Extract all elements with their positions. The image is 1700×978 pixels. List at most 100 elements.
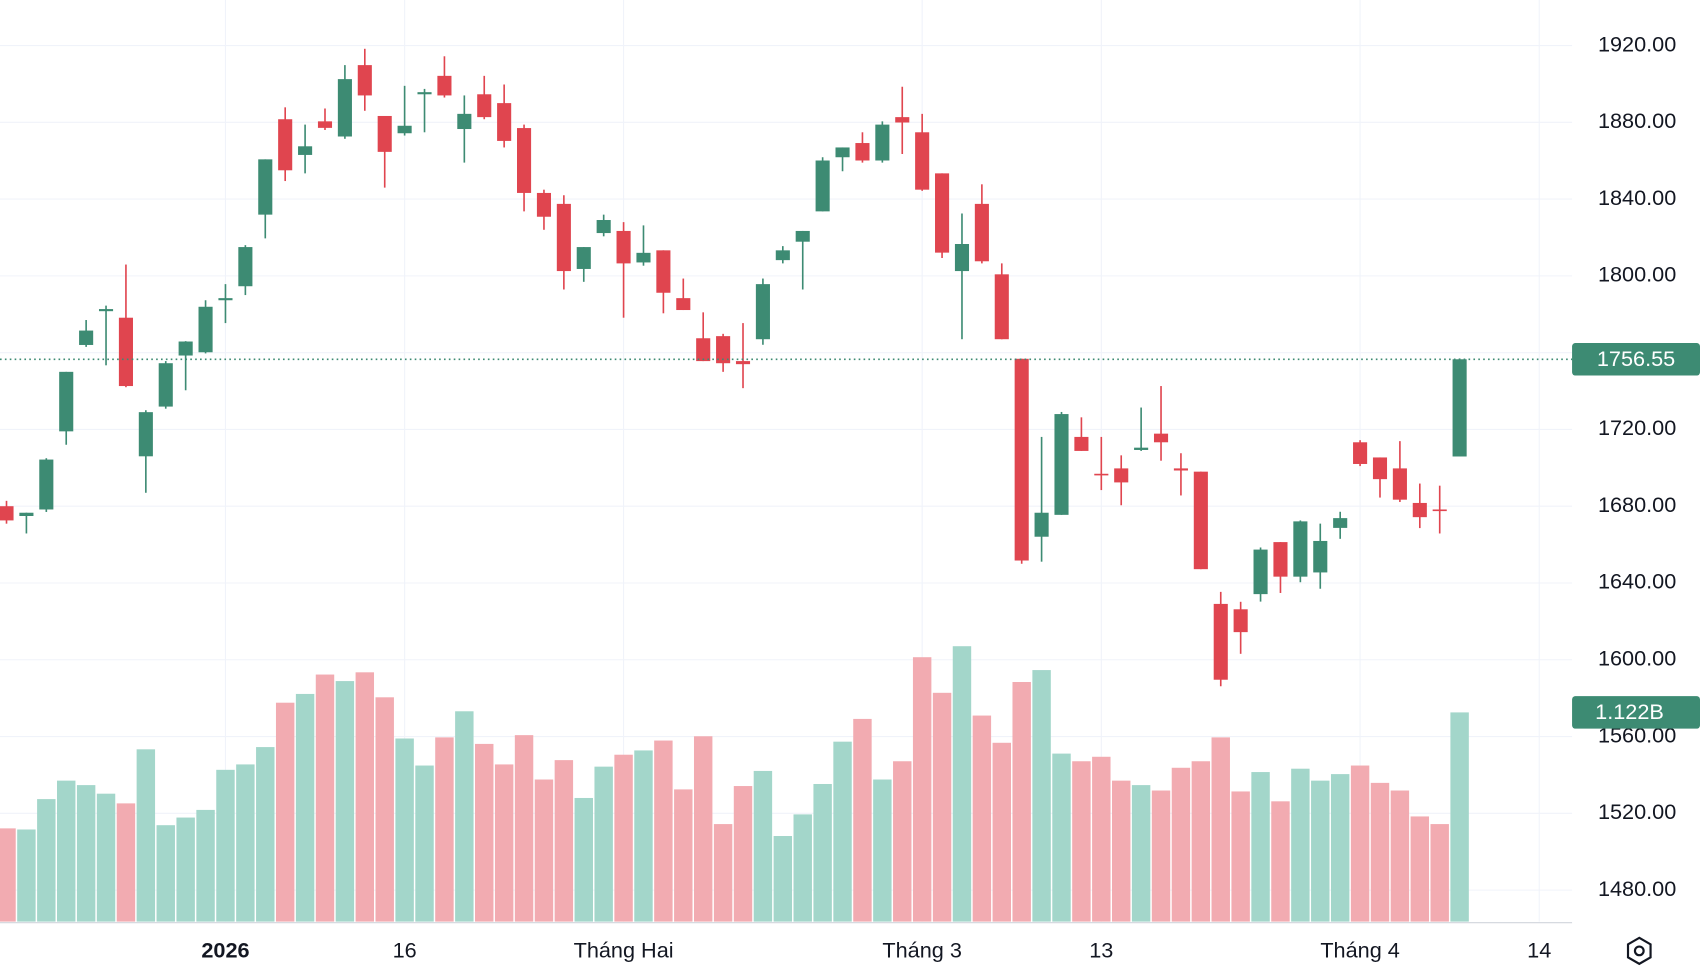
volume-bar [912, 657, 932, 922]
x-tick-label: Tháng 3 [882, 938, 962, 963]
candle-body [1253, 549, 1268, 595]
candle-body [178, 341, 193, 356]
candle-body [417, 92, 432, 95]
volume-bar [1251, 772, 1270, 922]
candle-body [875, 124, 890, 161]
volume-bar [753, 770, 773, 922]
candle-body [1452, 359, 1467, 457]
candle-body [1074, 436, 1089, 451]
volume-bar [1072, 761, 1091, 922]
volume-bar [693, 736, 713, 922]
volume-bar [1171, 767, 1191, 922]
volume-bar [37, 799, 56, 922]
volume-bar [57, 780, 76, 922]
candle-body [656, 250, 671, 293]
candle-body [855, 143, 870, 161]
x-tick-label: 2026 [201, 938, 249, 963]
volume-layer [0, 646, 1469, 922]
candle-body [974, 203, 989, 262]
volume-bar [1271, 801, 1290, 922]
candle-body [39, 459, 54, 510]
volume-bar [1410, 816, 1430, 922]
candle-body [935, 173, 950, 253]
volume-bar [494, 764, 514, 922]
volume-bar [1131, 785, 1151, 922]
candle-body [755, 284, 770, 340]
candle-body [278, 119, 293, 171]
volume-bar [713, 824, 733, 922]
candle-body [1313, 540, 1328, 573]
y-tick-label: 1920.00 [1598, 31, 1676, 56]
candle-body [258, 159, 273, 215]
candle-body [19, 512, 34, 516]
candle-body [1392, 468, 1407, 500]
candle-body [1193, 471, 1208, 570]
volume-bar [793, 814, 812, 922]
volume-bar [594, 766, 613, 922]
volume-bar [654, 740, 673, 922]
volume-bar [455, 711, 474, 922]
candle-body [1153, 433, 1169, 443]
y-tick-label: 1880.00 [1598, 108, 1676, 133]
volume-bar [1330, 774, 1350, 922]
volume-bar [196, 809, 215, 922]
volume-bar [435, 737, 454, 922]
candle-body [377, 115, 392, 152]
settings-icon[interactable] [1626, 936, 1652, 966]
candle-body [1173, 468, 1188, 471]
volume-bar [1151, 790, 1171, 922]
volume-bar [1311, 780, 1330, 922]
candle-body [915, 132, 930, 190]
volume-bar [1430, 824, 1449, 922]
candle-body [1293, 521, 1308, 577]
settings-dot [1633, 945, 1645, 957]
candle-body [536, 192, 552, 217]
candle-body [1054, 414, 1069, 515]
volume-bar [932, 692, 952, 922]
volume-bar [773, 836, 793, 922]
volume-bar [475, 743, 494, 922]
candle-body [954, 244, 970, 272]
candle-body [1114, 468, 1129, 483]
x-tick-label: Tháng 4 [1320, 938, 1400, 963]
volume-bar [833, 741, 852, 922]
candle-body [357, 65, 372, 96]
volume-bar [614, 754, 633, 922]
candle-body [1134, 447, 1149, 450]
candle-body [337, 79, 352, 137]
volume-bar [853, 718, 872, 922]
volume-bar [176, 817, 195, 922]
candle-body [397, 125, 412, 134]
x-tick-label: 16 [393, 938, 417, 963]
candle-body [79, 330, 94, 345]
candle-body [576, 247, 591, 269]
volume-bar [96, 793, 116, 922]
y-tick-label: 1520.00 [1598, 799, 1676, 824]
x-tick-label: 13 [1089, 938, 1113, 963]
last-price-label: 1756.55 [1597, 346, 1675, 371]
volume-bar [1032, 670, 1051, 922]
volume-bar [873, 779, 892, 922]
candle-body [98, 309, 114, 312]
candle-body [118, 317, 133, 387]
volume-bar [1370, 782, 1390, 922]
volume-bar [952, 646, 972, 922]
volume-bar [574, 797, 593, 922]
candle-body [59, 371, 74, 432]
candle-body [636, 252, 651, 263]
volume-bar [0, 828, 16, 922]
volume-bar [972, 715, 992, 922]
volume-bar [1211, 737, 1230, 922]
candle-body [198, 306, 213, 353]
volume-bar [415, 765, 434, 922]
candle-body [556, 203, 571, 272]
candle-body [994, 274, 1009, 340]
volume-bar [1012, 682, 1031, 922]
candle-body [1333, 518, 1348, 528]
candle-body [158, 363, 173, 407]
candle-body [1014, 358, 1029, 561]
candle-body [795, 230, 810, 242]
candle-body [477, 94, 492, 118]
x-tick-label: 14 [1527, 938, 1551, 963]
